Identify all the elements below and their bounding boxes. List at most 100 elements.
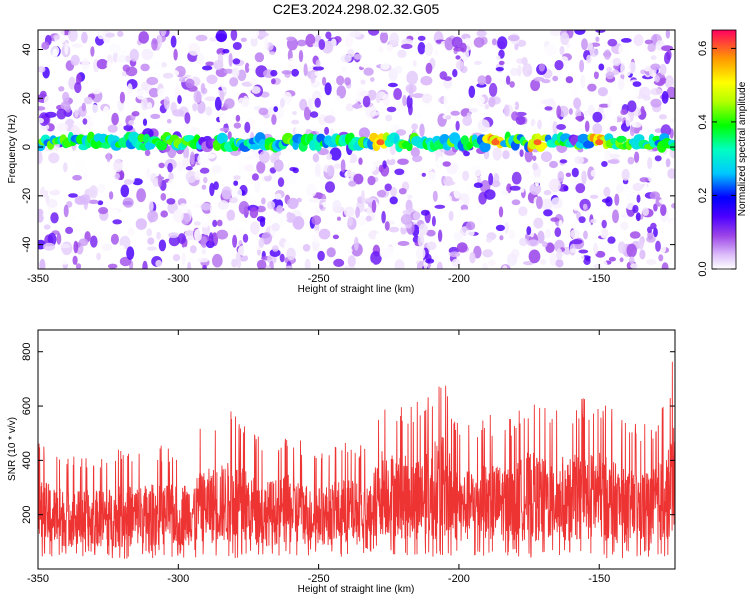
heatmap-cell bbox=[303, 63, 308, 77]
heatmap-cell bbox=[477, 75, 487, 86]
heatmap-cell bbox=[570, 229, 580, 239]
heatmap-cell bbox=[572, 88, 578, 98]
heatmap-cell bbox=[638, 86, 651, 98]
heatmap-cell bbox=[468, 85, 476, 99]
heatmap-cell bbox=[321, 201, 330, 208]
heatmap-cell bbox=[286, 211, 292, 220]
heatmap-cell bbox=[185, 78, 195, 89]
heatmap-cell bbox=[510, 67, 519, 76]
heatmap-cell bbox=[146, 228, 153, 237]
heatmap-cell bbox=[549, 160, 558, 169]
heatmap-cell bbox=[256, 259, 267, 269]
heatmap-cell bbox=[142, 118, 148, 126]
heatmap-cell bbox=[244, 164, 254, 172]
heatmap-cell bbox=[311, 215, 322, 226]
heatmap-cell bbox=[244, 62, 250, 73]
heatmap-band-cell bbox=[466, 142, 473, 150]
heatmap-cell bbox=[195, 34, 208, 42]
heatmap-cell bbox=[310, 71, 316, 84]
heatmap-cell bbox=[259, 150, 270, 164]
heatmap-cell bbox=[632, 81, 642, 87]
heatmap-cell bbox=[249, 207, 259, 219]
colorbar-tick-label: 0.0 bbox=[697, 261, 709, 276]
heatmap-cell bbox=[614, 193, 620, 206]
heatmap-cell bbox=[626, 243, 637, 258]
heatmap-cell bbox=[228, 53, 233, 67]
heatmap-cell bbox=[620, 73, 625, 80]
heatmap-cell bbox=[642, 207, 649, 217]
heatmap-cell bbox=[379, 31, 389, 44]
heatmap-cell bbox=[595, 36, 600, 42]
heatmap-cell bbox=[332, 234, 339, 240]
heatmap-cell bbox=[371, 199, 377, 213]
heatmap-cell bbox=[537, 119, 542, 130]
heatmap-cell bbox=[106, 152, 111, 163]
heatmap-cell bbox=[620, 109, 628, 116]
heatmap-cell bbox=[53, 34, 60, 40]
x-tick-label: -200 bbox=[448, 273, 470, 285]
heatmap-cell bbox=[655, 240, 661, 252]
heatmap-cell bbox=[571, 239, 583, 245]
heatmap-cell bbox=[205, 106, 213, 116]
heatmap-cell bbox=[495, 224, 505, 232]
heatmap-cell bbox=[58, 86, 65, 92]
heatmap-band-cell bbox=[156, 140, 168, 151]
heatmap-cell bbox=[97, 165, 106, 172]
heatmap-cell bbox=[254, 52, 265, 63]
heatmap-cell bbox=[495, 78, 507, 85]
heatmap-cell bbox=[502, 150, 510, 160]
heatmap-cell bbox=[138, 229, 149, 243]
heatmap-cell bbox=[146, 167, 151, 178]
heatmap-cell bbox=[237, 245, 250, 256]
heatmap-cell bbox=[217, 200, 229, 210]
heatmap-cell bbox=[188, 42, 201, 56]
heatmap-cell bbox=[529, 183, 542, 195]
heatmap-cell bbox=[158, 239, 167, 252]
heatmap-cell bbox=[508, 229, 515, 240]
heatmap-cell bbox=[443, 95, 448, 107]
heatmap-cell bbox=[451, 258, 461, 267]
heatmap-cell bbox=[658, 114, 667, 120]
heatmap-cell bbox=[536, 196, 543, 210]
heatmap-cell bbox=[197, 100, 206, 114]
heatmap-cell bbox=[72, 255, 78, 265]
heatmap-cell bbox=[219, 90, 225, 102]
heatmap-cell bbox=[96, 58, 108, 70]
heatmap-cell bbox=[587, 42, 594, 51]
heatmap-cell bbox=[574, 30, 586, 35]
heatmap-cell bbox=[125, 66, 138, 77]
heatmap-cell bbox=[273, 106, 279, 113]
heatmap-cell bbox=[401, 43, 413, 50]
heatmap-cell bbox=[563, 185, 569, 192]
heatmap-cell bbox=[425, 258, 435, 264]
heatmap-cell bbox=[469, 239, 478, 249]
heatmap-cell bbox=[384, 221, 390, 231]
heatmap-cell bbox=[344, 34, 353, 48]
heatmap-cell bbox=[199, 167, 210, 174]
x-tick-label: -300 bbox=[167, 273, 189, 285]
heatmap-cell bbox=[568, 108, 573, 115]
heatmap-cell bbox=[60, 243, 71, 249]
y-tick-label: 0 bbox=[21, 144, 33, 150]
snr-frame bbox=[37, 329, 676, 570]
heatmap-cell bbox=[141, 81, 148, 91]
heatmap-cell bbox=[345, 170, 353, 178]
heatmap-cell bbox=[111, 112, 119, 126]
heatmap-cell bbox=[88, 104, 101, 118]
heatmap-cell bbox=[495, 67, 504, 72]
heatmap-cell bbox=[258, 107, 269, 116]
heatmap-cell bbox=[649, 191, 660, 200]
heatmap-cell bbox=[123, 179, 133, 185]
heatmap-cell bbox=[292, 111, 297, 115]
heatmap-cell bbox=[274, 193, 282, 200]
heatmap-cell bbox=[601, 241, 614, 256]
heatmap-cell bbox=[555, 259, 564, 268]
heatmap-cell bbox=[609, 153, 621, 159]
heatmap-cell bbox=[283, 240, 291, 251]
spectrogram-y-label: Frequency (Hz) bbox=[7, 115, 18, 184]
heatmap-cell bbox=[160, 210, 168, 218]
heatmap-cell bbox=[141, 48, 154, 61]
heatmap-cell bbox=[251, 173, 259, 181]
heatmap-cell bbox=[484, 104, 489, 110]
heatmap-cell bbox=[664, 52, 671, 65]
